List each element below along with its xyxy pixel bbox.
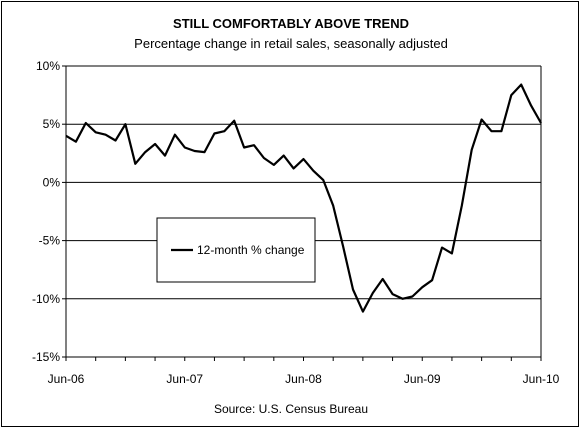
y-tick-label-1: 5% <box>43 117 61 131</box>
chart-subtitle: Percentage change in retail sales, seaso… <box>134 36 448 51</box>
x-tick-label-3: Jun-09 <box>404 372 441 386</box>
x-tick-label-1: Jun-07 <box>166 372 203 386</box>
legend-label: 12-month % change <box>197 243 305 257</box>
x-tick-label-0: Jun-06 <box>48 372 85 386</box>
y-tick-label-0: 10% <box>36 59 60 73</box>
chart-source: Source: U.S. Census Bureau <box>213 402 369 416</box>
x-tick-label-2: Jun-08 <box>285 372 322 386</box>
y-tick-label-2: 0% <box>43 175 61 189</box>
chart-title: STILL COMFORTABLY ABOVE TREND <box>173 16 409 31</box>
y-tick-label-5: -15% <box>32 350 60 364</box>
y-tick-label-3: -5% <box>39 234 61 248</box>
x-tick-label-4: Jun-10 <box>523 372 560 386</box>
y-tick-label-4: -10% <box>32 292 60 306</box>
series-line-0 <box>65 83 542 313</box>
